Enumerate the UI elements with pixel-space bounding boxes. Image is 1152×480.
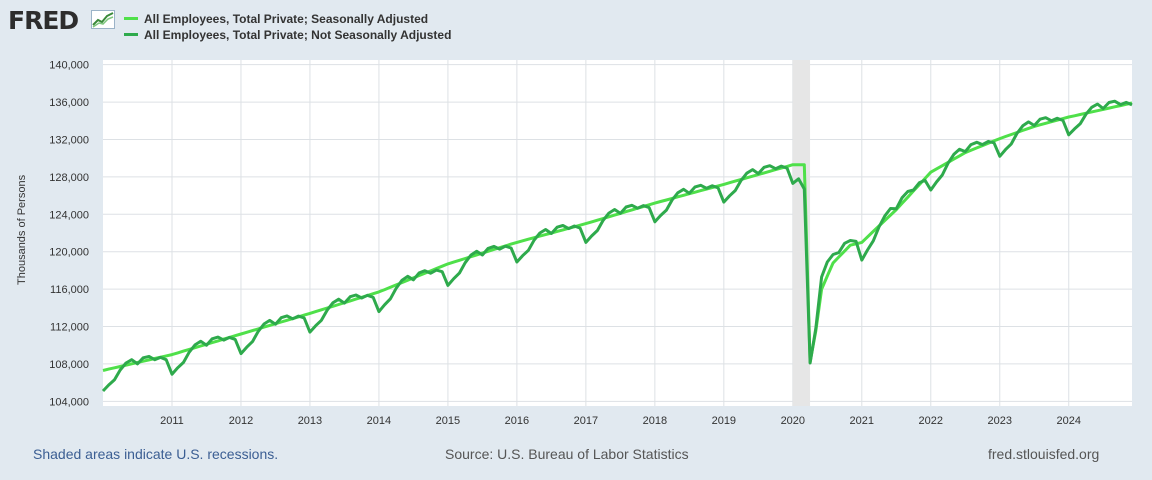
- x-tick-label: 2018: [643, 415, 667, 427]
- y-tick-label: 116,000: [50, 284, 89, 296]
- x-tick-label: 2012: [229, 415, 253, 427]
- legend-swatch-nsa-icon: [124, 33, 138, 36]
- x-tick-label: 2020: [781, 415, 805, 427]
- x-tick-label: 2024: [1057, 415, 1081, 427]
- y-tick-label: 108,000: [49, 359, 89, 371]
- x-tick-label: 2014: [367, 415, 391, 427]
- x-tick-label: 2021: [850, 415, 874, 427]
- x-tick-label: 2015: [436, 415, 460, 427]
- y-tick-label: 124,000: [49, 209, 89, 221]
- fred-logo[interactable]: FRED: [8, 6, 79, 35]
- y-tick-label: 132,000: [49, 134, 89, 146]
- legend-label: All Employees, Total Private; Seasonally…: [144, 12, 429, 26]
- series-line-not-seasonally-adjusted: [101, 99, 1133, 393]
- y-tick-label: 140,000: [49, 60, 89, 72]
- x-tick-label: 2019: [712, 415, 736, 427]
- y-tick-label: 120,000: [49, 247, 89, 259]
- legend-label: All Employees, Total Private; Not Season…: [144, 28, 452, 42]
- x-tick-label: 2013: [298, 415, 322, 427]
- site-url-link[interactable]: fred.stlouisfed.org: [988, 446, 1100, 462]
- plot-area: [103, 60, 1132, 406]
- x-tick-label: 2011: [160, 415, 184, 427]
- source-text: Source: U.S. Bureau of Labor Statistics: [445, 446, 689, 462]
- y-tick-label: 128,000: [49, 172, 89, 184]
- recession-note-link[interactable]: Shaded areas indicate U.S. recessions.: [33, 446, 279, 462]
- y-tick-label: 112,000: [50, 322, 89, 334]
- x-tick-label: 2017: [574, 415, 598, 427]
- y-tick-label: 136,000: [49, 97, 89, 109]
- employment-line-chart: 104,000 108,000 112,000 116,000 120,000 124,0…: [49, 60, 1133, 427]
- x-tick-label: 2016: [505, 415, 529, 427]
- recession-band: [792, 60, 811, 406]
- x-tick-label: 2023: [988, 415, 1012, 427]
- x-tick-label: 2022: [919, 415, 943, 427]
- fred-graph-mark-icon: [91, 10, 115, 29]
- y-tick-label: 104,000: [49, 396, 89, 408]
- legend-swatch-sa-icon: [124, 17, 138, 20]
